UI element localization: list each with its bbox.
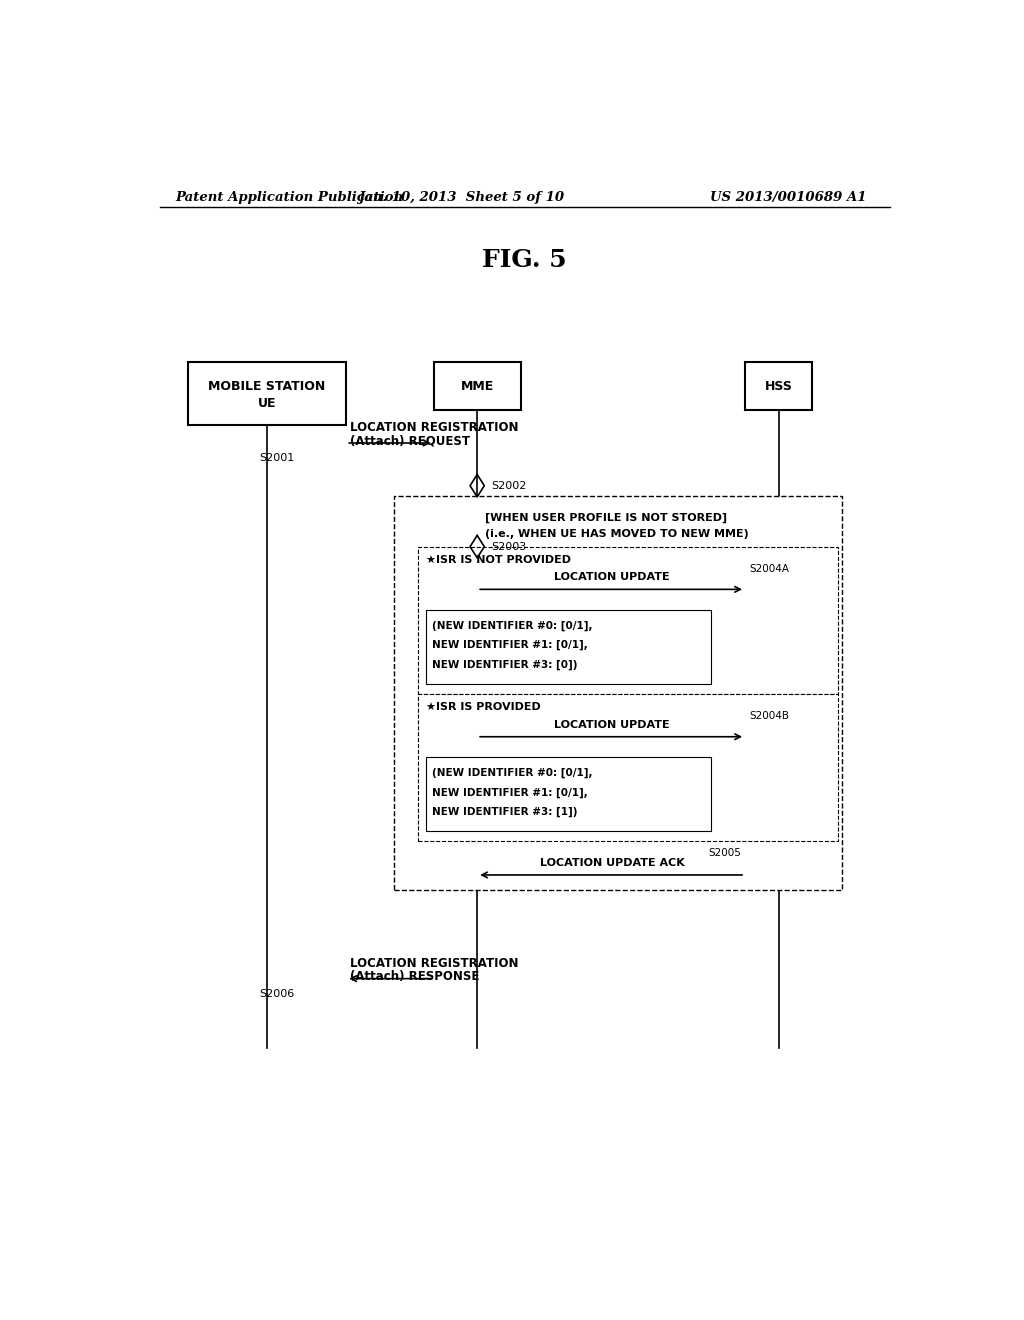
Text: MME: MME [461,380,494,392]
Text: MOBILE STATION: MOBILE STATION [208,380,326,392]
Bar [433,362,521,411]
Text: HSS: HSS [765,380,793,392]
Text: (Attach) REQUEST: (Attach) REQUEST [350,434,470,447]
Text: Patent Application Publication: Patent Application Publication [176,190,403,203]
Text: S2003: S2003 [492,541,526,552]
Bar [426,610,712,684]
Bar [418,546,839,694]
Text: (NEW IDENTIFIER #0: [0/1],: (NEW IDENTIFIER #0: [0/1], [432,768,593,779]
Text: US 2013/0010689 A1: US 2013/0010689 A1 [710,190,866,203]
Text: (Attach) RESPONSE: (Attach) RESPONSE [350,970,479,983]
Text: (NEW IDENTIFIER #0: [0/1],: (NEW IDENTIFIER #0: [0/1], [432,620,593,631]
Text: S2001: S2001 [259,453,294,463]
Text: UE: UE [258,397,276,409]
Text: Jan. 10, 2013  Sheet 5 of 10: Jan. 10, 2013 Sheet 5 of 10 [358,190,564,203]
Text: S2006: S2006 [259,989,294,999]
Text: S2004B: S2004B [749,711,788,722]
Text: FIG. 5: FIG. 5 [482,248,567,272]
Text: NEW IDENTIFIER #1: [0/1],: NEW IDENTIFIER #1: [0/1], [432,788,588,797]
Bar [426,758,712,832]
Text: S2005: S2005 [709,847,741,858]
Text: LOCATION REGISTRATION: LOCATION REGISTRATION [350,957,519,970]
Text: LOCATION REGISTRATION: LOCATION REGISTRATION [350,421,519,434]
Bar [187,362,346,425]
Bar [394,496,842,890]
Bar [745,362,812,411]
Text: [WHEN USER PROFILE IS NOT STORED]: [WHEN USER PROFILE IS NOT STORED] [485,513,727,523]
Text: NEW IDENTIFIER #3: [1]): NEW IDENTIFIER #3: [1]) [432,807,578,817]
Text: S2002: S2002 [492,480,526,491]
Text: LOCATION UPDATE: LOCATION UPDATE [554,572,670,582]
Text: S2004A: S2004A [749,564,788,574]
Bar [418,694,839,841]
Text: ★ISR IS NOT PROVIDED: ★ISR IS NOT PROVIDED [426,554,570,565]
Text: NEW IDENTIFIER #1: [0/1],: NEW IDENTIFIER #1: [0/1], [432,640,588,651]
Text: NEW IDENTIFIER #3: [0]): NEW IDENTIFIER #3: [0]) [432,660,578,669]
Text: LOCATION UPDATE: LOCATION UPDATE [554,719,670,730]
Text: LOCATION UPDATE ACK: LOCATION UPDATE ACK [540,858,684,867]
Text: ★ISR IS PROVIDED: ★ISR IS PROVIDED [426,702,541,713]
Text: (i.e., WHEN UE HAS MOVED TO NEW MME): (i.e., WHEN UE HAS MOVED TO NEW MME) [485,529,749,540]
